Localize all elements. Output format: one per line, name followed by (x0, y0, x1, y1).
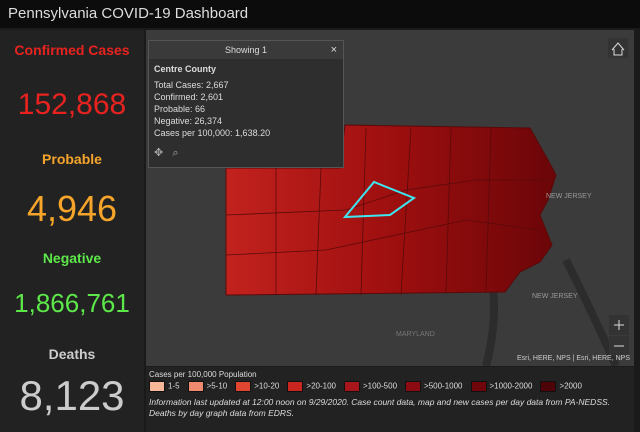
legend-swatch (287, 381, 304, 392)
stat-value: 8,123 (19, 372, 125, 419)
stat-value: 152,868 (17, 88, 127, 121)
county-lines (225, 127, 548, 296)
legend-label: >10-20 (254, 381, 280, 391)
legend-item: >2000 (540, 381, 582, 392)
legend-item: >10-20 (235, 381, 279, 392)
legend-label: >1000-2000 (489, 381, 533, 391)
legend-item: >500-1000 (405, 381, 463, 392)
legend-items: 1-5 >5-10 >10-20 >20-100 >100-500 >500-1000 >1… (146, 381, 634, 392)
legend-label: >20-100 (306, 381, 336, 391)
legend-label: >100-500 (362, 381, 398, 391)
map[interactable]: NEW JERSEY NEW JERSEY MARYLAND Esri, HER… (146, 30, 634, 368)
legend-swatch (149, 381, 165, 392)
legend-swatch (187, 381, 204, 392)
popup-line: Cases per 100,000: 1,638.20 (154, 128, 271, 138)
footer-note: Information last updated at 12:00 noon o… (149, 397, 611, 418)
pennsylvania[interactable] (225, 124, 557, 296)
stat-label: Negative (42, 250, 102, 266)
popup-body: Centre County Total Cases: 2,667 Confirm… (149, 59, 343, 163)
stat-label: Deaths (48, 346, 96, 362)
legend-label: >5-10 (206, 381, 228, 391)
legend-swatch (343, 381, 360, 392)
legend-swatch (235, 381, 252, 392)
legend-item: >5-10 (187, 381, 228, 392)
legend-title: Cases per 100,000 Population (149, 370, 257, 379)
map-label: MARYLAND (396, 331, 435, 338)
legend: Cases per 100,000 Population 1-5 >5-10 >10… (146, 367, 634, 432)
legend-label: >2000 (559, 381, 582, 391)
popup-line: Negative: 26,374 (154, 116, 223, 126)
stat-label: Probable (42, 151, 102, 167)
popup-line: Confirmed: 2,601 (154, 92, 224, 102)
popup-line: Probable: 66 (154, 104, 206, 114)
legend-item: >20-100 (287, 381, 336, 392)
map-label: NEW JERSEY (532, 293, 578, 300)
popup-header: Showing 1 × (149, 41, 343, 59)
selected-county[interactable] (342, 180, 417, 219)
legend-label: >500-1000 (424, 381, 463, 391)
popup-line: Total Cases: 2,667 (154, 80, 229, 90)
legend-label: 1-5 (168, 381, 180, 391)
map-label: NEW JERSEY (546, 193, 592, 200)
close-button[interactable]: × (330, 44, 337, 56)
popup-header-text: Showing 1 (224, 45, 268, 55)
popup-tools[interactable]: ✥ ⌕ (154, 147, 179, 159)
stat-value: 4,946 (26, 188, 118, 229)
legend-swatch (405, 381, 422, 392)
stats-panel: Confirmed Cases 152,868 Probable 4,946 N… (0, 30, 144, 432)
zoom-in-icon (614, 320, 624, 330)
home-button[interactable] (608, 38, 628, 58)
map-canvas: NEW JERSEY NEW JERSEY MARYLAND Esri, HER… (225, 38, 630, 368)
legend-item: 1-5 (149, 381, 180, 392)
attribution: Esri, HERE, NPS | Esri, HERE, NPS (517, 355, 630, 362)
legend-swatch (470, 381, 487, 392)
popup-title: Centre County (154, 64, 217, 74)
legend-item: >100-500 (343, 381, 398, 392)
legend-swatch (540, 381, 557, 392)
legend-item: >1000-2000 (470, 381, 533, 392)
popup: Showing 1 × Centre County Total Cases: 2… (148, 40, 344, 168)
home-icon (611, 42, 625, 56)
stat-label: Confirmed Cases (14, 42, 130, 58)
header-title: Pennsylvania COVID-19 Dashboard (0, 0, 640, 28)
stat-value: 1,866,761 (14, 288, 130, 318)
